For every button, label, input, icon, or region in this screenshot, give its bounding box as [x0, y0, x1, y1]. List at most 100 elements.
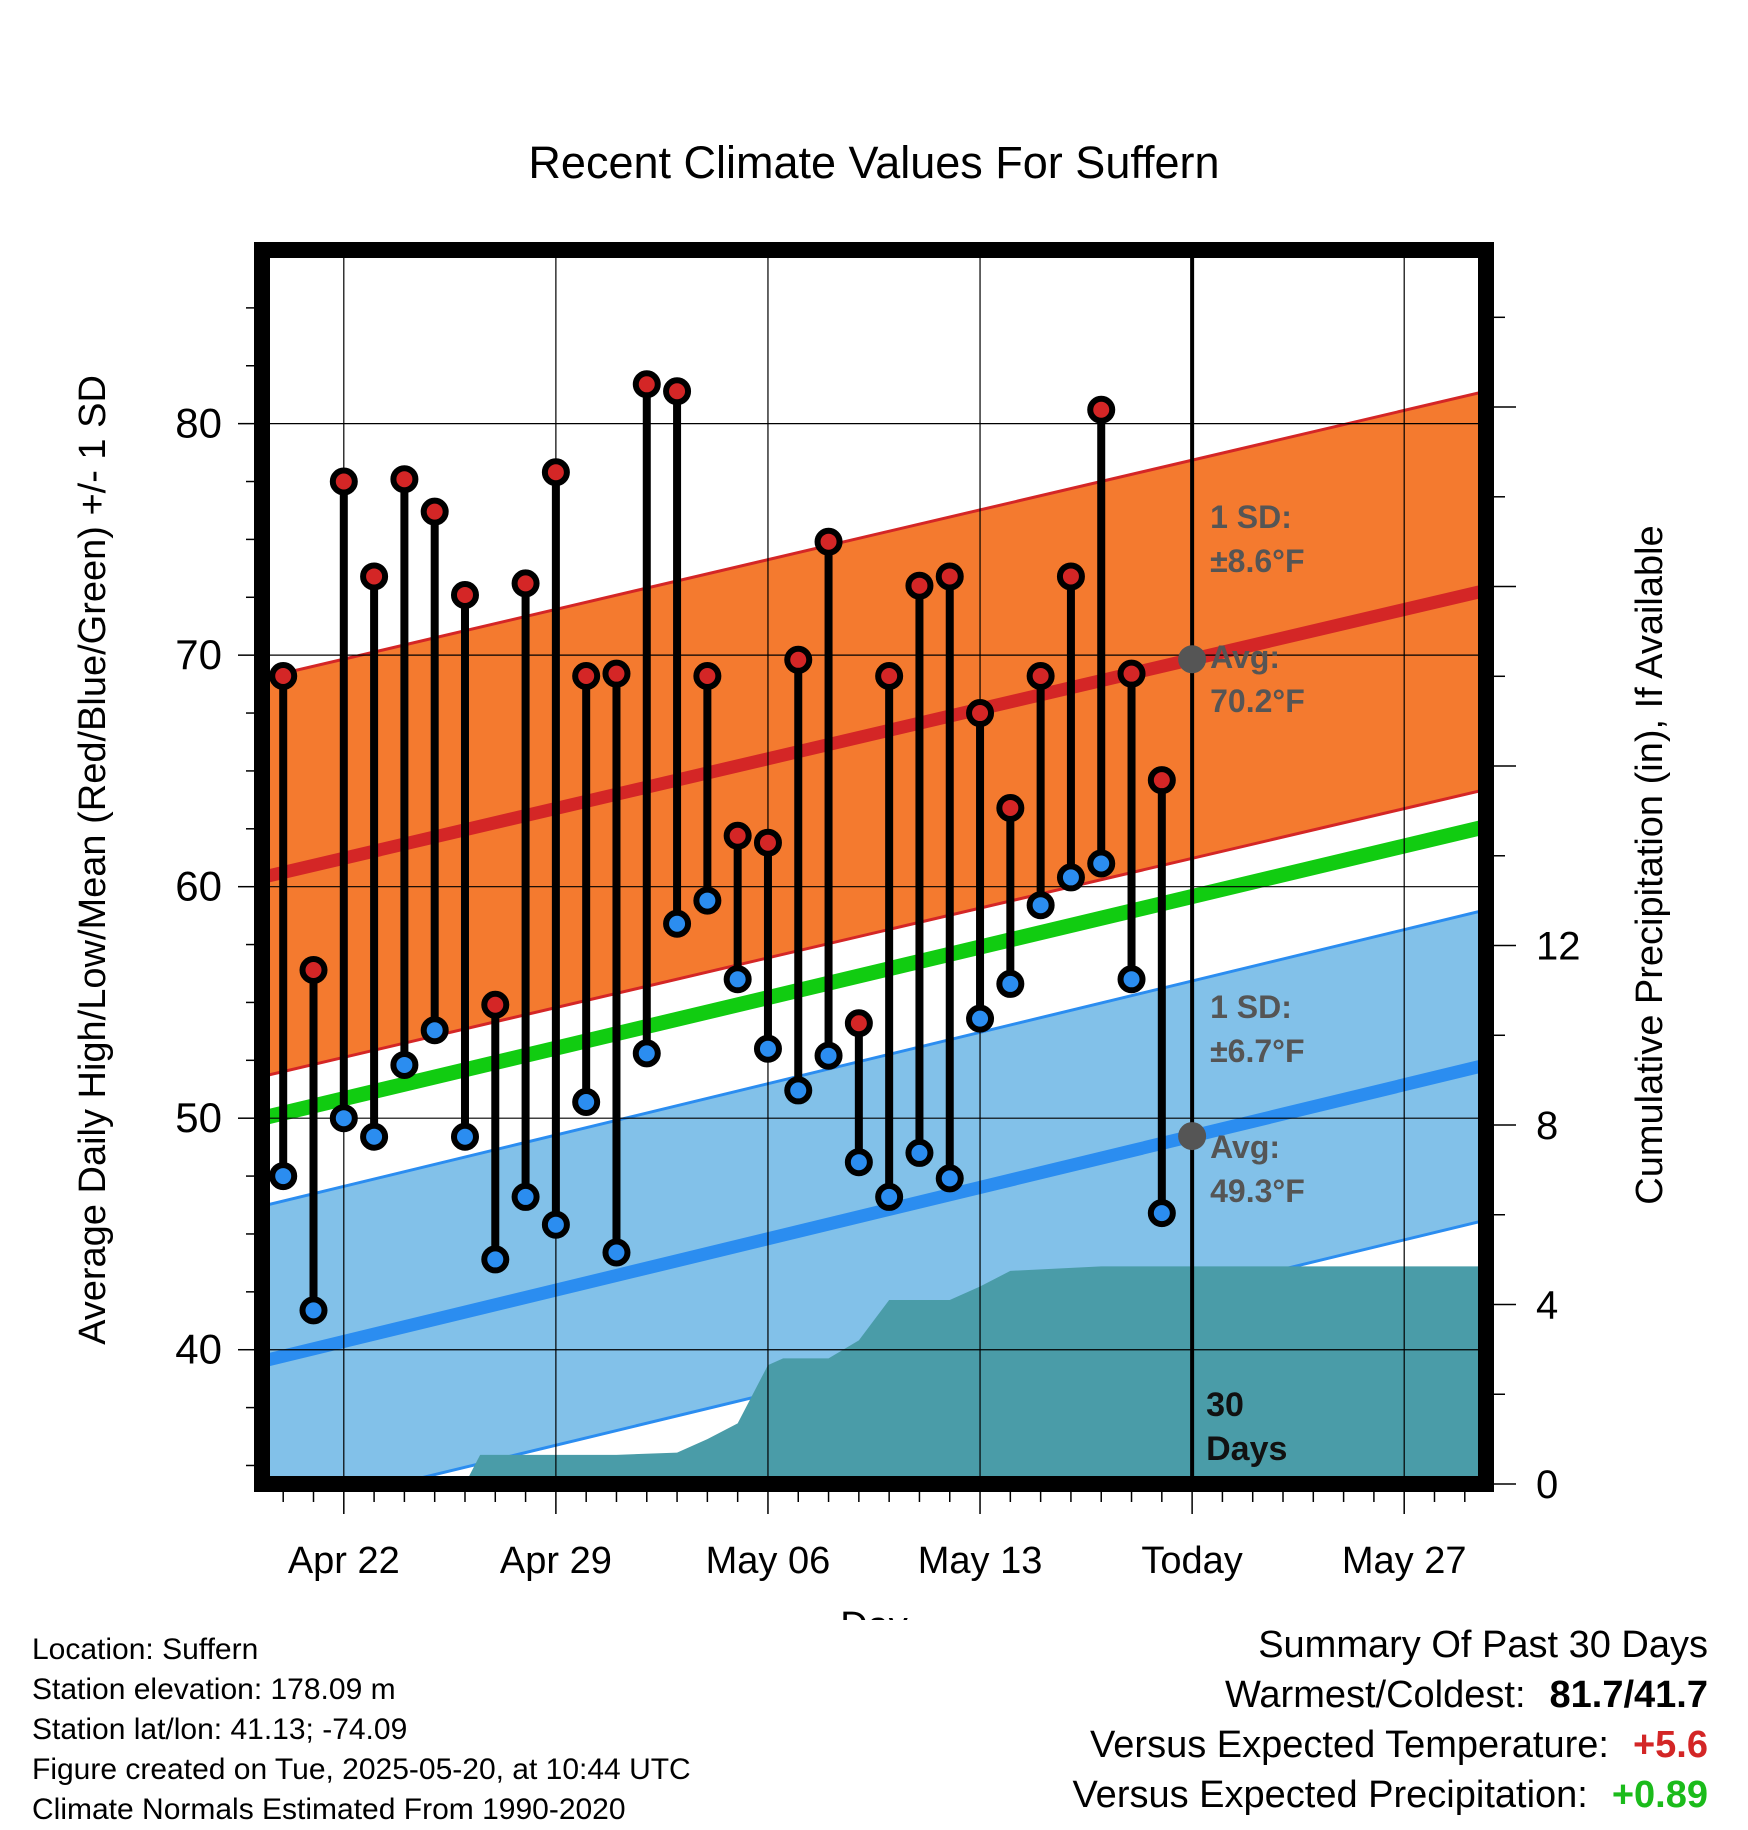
y-right-tick-label: 8 [1536, 1104, 1558, 1148]
daily-high-point [450, 580, 479, 609]
daily-low-point [572, 1087, 601, 1116]
daily-low-point [420, 1016, 449, 1045]
daily-low-point [511, 1182, 540, 1211]
daily-low-point [450, 1122, 479, 1151]
daily-high-point [784, 645, 813, 674]
days-count-label: 30 [1206, 1386, 1244, 1424]
low-avg-value: 49.3°F [1210, 1173, 1305, 1209]
daily-high-point [935, 562, 964, 591]
daily-low-point [390, 1050, 419, 1079]
daily-high-point [269, 661, 298, 690]
created-text: Figure created on Tue, 2025-05-20, at 10… [32, 1753, 691, 1786]
days-word-label: Days [1206, 1430, 1287, 1468]
daily-low-point [814, 1041, 843, 1070]
daily-high-point [1147, 766, 1176, 795]
daily-high-point [875, 661, 904, 690]
daily-low-point [269, 1162, 298, 1191]
x-axis-label: Day [840, 1605, 908, 1620]
precip-value: +0.89 [1611, 1774, 1708, 1816]
y-right-tick-label: 12 [1536, 925, 1581, 969]
daily-high-point [966, 699, 995, 728]
daily-low-point [905, 1138, 934, 1167]
daily-low-point [693, 886, 722, 915]
temp-value: +5.6 [1632, 1724, 1708, 1766]
daily-high-point [420, 497, 449, 526]
daily-high-point [663, 377, 692, 406]
daily-low-point [1026, 891, 1055, 920]
daily-low-point [1087, 849, 1116, 878]
y-right-tick-label: 0 [1536, 1463, 1558, 1507]
x-tick-label: Apr 29 [500, 1540, 612, 1582]
daily-high-point [1087, 395, 1116, 424]
climate-chart: 1 SD: ±8.6°F Avg: 70.2°F 1 SD: ±6.7°F Avg: 49.3… [72, 137, 1671, 1620]
daily-high-point [481, 990, 510, 1019]
daily-low-point [935, 1164, 964, 1193]
daily-high-point [814, 527, 843, 556]
summary-temp: Versus Expected Temperature: +5.6 [1072, 1720, 1708, 1770]
daily-high-point [1117, 659, 1146, 688]
summary-warmest-coldest: Warmest/Coldest: 81.7/41.7 [1072, 1670, 1708, 1720]
daily-high-point [572, 661, 601, 690]
daily-high-point [693, 661, 722, 690]
daily-low-point [329, 1104, 358, 1133]
plot-area [262, 250, 1486, 1484]
daily-low-point [663, 909, 692, 938]
y-left-axis-label: Average Daily High/Low/Mean (Red/Blue/Gr… [72, 375, 114, 1345]
elevation-text: Station elevation: 178.09 m [32, 1673, 396, 1706]
normal-low-line [262, 1058, 1486, 1368]
daily-low-point [723, 965, 752, 994]
daily-low-point [966, 1004, 995, 1033]
x-tick-label: May 06 [706, 1540, 831, 1582]
daily-high-point [390, 465, 419, 494]
low-sd-label: 1 SD: [1210, 989, 1292, 1025]
x-tick-label: May 27 [1342, 1540, 1467, 1582]
daily-low-point [360, 1122, 389, 1151]
y-right-tick-label: 4 [1536, 1284, 1558, 1328]
summary-heading: Summary Of Past 30 Days [1258, 1624, 1708, 1666]
daily-low-point [844, 1148, 873, 1177]
cumulative-precip-area [464, 1266, 1486, 1484]
daily-high-point [1026, 661, 1055, 690]
normal-low-band [262, 909, 1486, 1484]
x-tick-label: Today [1141, 1540, 1242, 1582]
x-tick-label: May 13 [918, 1540, 1043, 1582]
summary-panel: Summary Of Past 30 Days Warmest/Coldest:… [1072, 1620, 1708, 1820]
daily-low-point [481, 1245, 510, 1274]
daily-low-point [875, 1182, 904, 1211]
daily-high-point [602, 659, 631, 688]
low-sd-value: ±6.7°F [1210, 1033, 1304, 1069]
warmest-coldest-value: 81.7/41.7 [1549, 1674, 1708, 1716]
chart-title: Recent Climate Values For Suffern [528, 137, 1219, 188]
daily-high-point [844, 1009, 873, 1038]
daily-low-point [541, 1210, 570, 1239]
daily-low-point [996, 969, 1025, 998]
daily-low-point [1056, 863, 1085, 892]
warmest-coldest-label: Warmest/Coldest: [1224, 1674, 1526, 1716]
daily-high-point [511, 569, 540, 598]
high-avg-value: 70.2°F [1210, 683, 1305, 719]
daily-low-point [299, 1296, 328, 1325]
daily-high-point [753, 828, 782, 857]
daily-high-point [541, 458, 570, 487]
daily-high-point [632, 370, 661, 399]
y-left-tick-label: 50 [175, 1094, 222, 1141]
daily-low-point [753, 1034, 782, 1063]
y-left-tick-label: 40 [175, 1326, 222, 1373]
high-avg-label: Avg: [1210, 639, 1280, 675]
normals-text: Climate Normals Estimated From 1990-2020 [32, 1793, 626, 1826]
daily-high-point [996, 793, 1025, 822]
x-tick-label: Apr 22 [288, 1540, 400, 1582]
precip-label: Versus Expected Precipitation: [1072, 1774, 1588, 1816]
y-right-axis-label: Cumulative Precipitation (in), If Availa… [1629, 525, 1671, 1204]
daily-high-point [905, 571, 934, 600]
y-left-tick-label: 70 [175, 631, 222, 678]
daily-high-point [723, 821, 752, 850]
daily-high-point [1056, 562, 1085, 591]
daily-low-point [1147, 1199, 1176, 1228]
daily-high-point [329, 467, 358, 496]
plot-frame [254, 242, 1494, 1492]
station-info: Location: Suffern Station elevation: 178… [32, 1630, 691, 1830]
daily-low-point [784, 1076, 813, 1105]
y-left-tick-label: 80 [175, 400, 222, 447]
today-high-avg-point [1178, 645, 1207, 674]
